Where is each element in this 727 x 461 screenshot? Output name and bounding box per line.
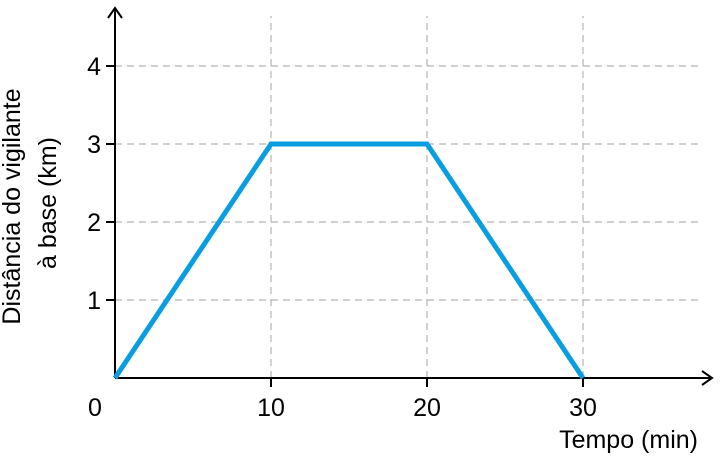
x-tick-label-10: 10 [257,394,285,422]
x-axis-arrowhead [701,370,714,386]
x-tick-label-0: 0 [88,394,102,422]
x-axis-label: Tempo (min) [559,426,698,454]
series [112,141,586,380]
grid-lines [115,16,698,378]
y-tick-label-1: 1 [87,287,101,315]
y-axis-label-line-1: Distância do vigilante [0,88,26,324]
axes [107,6,714,386]
x-tick-label-20: 20 [413,394,441,422]
tick-labels: 1 2 3 4 0 10 20 30 [87,53,597,422]
y-axis-label-line-2: à base (km) [34,137,62,269]
ticks [106,65,584,387]
x-tick-label-30: 30 [569,394,597,422]
series-line-0 [112,141,586,380]
y-tick-label-3: 3 [87,131,101,159]
y-tick-label-2: 2 [87,209,101,237]
y-axis-label: Distância do vigilante à base (km) [0,81,62,324]
y-tick-label-4: 4 [87,53,101,81]
y-axis-arrowhead [107,6,123,19]
